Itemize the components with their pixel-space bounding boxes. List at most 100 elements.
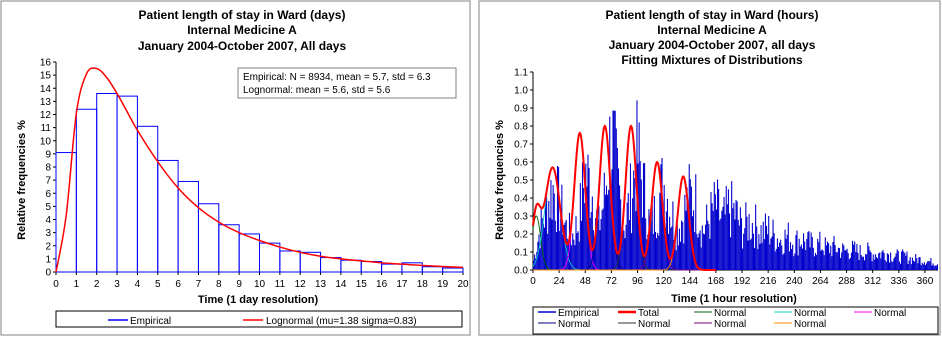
- right-empirical-bar: [604, 194, 606, 270]
- right-empirical-bar: [926, 263, 928, 270]
- left-y-tick-label: 0: [45, 268, 51, 279]
- right-y-tick-label: 0.1: [514, 248, 528, 259]
- right-empirical-bar: [602, 208, 604, 270]
- right-empirical-bar: [846, 248, 848, 270]
- right-empirical-bar: [694, 232, 696, 270]
- right-x-tick-label: 0: [530, 276, 536, 287]
- right-empirical-bar: [813, 256, 815, 270]
- right-empirical-bar: [542, 223, 544, 270]
- right-empirical-bar: [725, 186, 727, 270]
- right-empirical-bar: [590, 211, 592, 270]
- left-x-tick-label: 4: [135, 279, 141, 290]
- right-empirical-bar: [757, 248, 759, 270]
- right-empirical-bar: [748, 214, 750, 270]
- right-empirical-bar: [629, 163, 631, 270]
- right-empirical-bar: [761, 242, 763, 270]
- right-empirical-bar: [742, 248, 744, 270]
- right-empirical-bar: [682, 221, 684, 270]
- left-y-tick-label: 15: [40, 71, 52, 82]
- right-empirical-bar: [768, 215, 770, 270]
- right-empirical-bar: [803, 233, 805, 270]
- right-empirical-bar: [541, 218, 543, 270]
- left-y-tick-label: 13: [40, 97, 52, 108]
- right-empirical-bar: [726, 204, 728, 270]
- right-x-tick-label: 48: [580, 276, 592, 287]
- right-y-tick-label: 0.4: [514, 194, 528, 205]
- right-empirical-bar: [929, 261, 931, 270]
- right-empirical-bar: [583, 187, 585, 270]
- right-empirical-bar: [781, 245, 783, 270]
- right-empirical-bar: [722, 206, 724, 270]
- left-y-tick-label: 16: [40, 58, 52, 69]
- right-empirical-bar: [900, 251, 903, 270]
- right-empirical-bar: [607, 194, 609, 270]
- right-chart-title: Patient length of stay in Ward (hours): [606, 8, 819, 22]
- right-empirical-bar: [709, 238, 711, 270]
- right-empirical-bar: [575, 216, 577, 270]
- right-empirical-bar: [760, 225, 762, 270]
- right-empirical-bar: [930, 257, 932, 270]
- right-empirical-bar: [578, 241, 580, 270]
- left-y-axis-label: Relative frequencies %: [16, 120, 28, 240]
- right-empirical-bar: [792, 244, 794, 270]
- right-empirical-bar: [774, 251, 776, 270]
- right-empirical-bar: [924, 265, 927, 270]
- right-empirical-bar: [916, 258, 918, 270]
- right-empirical-bar: [805, 250, 807, 270]
- right-empirical-bar: [770, 238, 772, 270]
- right-empirical-bar: [866, 254, 868, 270]
- right-x-tick-label: 360: [917, 276, 934, 287]
- right-empirical-bar: [681, 220, 683, 270]
- right-chart-panel: Patient length of stay in Ward (hours) I…: [478, 0, 942, 337]
- right-empirical-bar: [649, 217, 651, 270]
- right-empirical-bar: [536, 251, 538, 270]
- right-empirical-bar: [749, 239, 751, 270]
- right-empirical-bar: [662, 216, 664, 270]
- right-empirical-bar: [798, 238, 800, 270]
- right-empirical-bar: [600, 219, 602, 270]
- right-empirical-bar: [577, 231, 579, 270]
- right-empirical-bar: [635, 211, 637, 270]
- right-legend-label-9: Normal: [794, 319, 826, 330]
- right-empirical-bar: [793, 256, 795, 270]
- right-empirical-bar: [758, 234, 760, 270]
- right-empirical-bar: [563, 224, 565, 270]
- right-empirical-bar: [810, 232, 812, 270]
- right-empirical-bar: [908, 260, 910, 270]
- right-empirical-bar: [550, 180, 552, 270]
- right-empirical-bar: [724, 214, 726, 270]
- right-empirical-bar: [647, 234, 649, 270]
- left-y-tick-label: 4: [45, 215, 51, 226]
- right-y-tick-label: 0.8: [514, 122, 528, 133]
- right-empirical-bar: [562, 234, 564, 270]
- right-empirical-bar: [625, 224, 627, 270]
- right-empirical-bar: [595, 217, 597, 270]
- left-x-tick-label: 19: [437, 279, 449, 290]
- right-empirical-bar: [685, 210, 687, 270]
- left-chart-subtitle-1: Internal Medicine A: [187, 23, 297, 37]
- right-empirical-bar: [622, 226, 624, 270]
- right-empirical-bar: [891, 261, 893, 270]
- right-empirical-bar: [877, 258, 879, 270]
- left-y-tick-label: 10: [40, 136, 52, 147]
- left-x-tick-label: 13: [315, 279, 327, 290]
- right-empirical-bar: [740, 218, 743, 270]
- left-x-tick-label: 20: [457, 279, 469, 290]
- right-empirical-bar: [884, 260, 886, 270]
- right-empirical-bar: [874, 254, 876, 270]
- right-empirical-bar: [627, 193, 629, 270]
- left-y-tick-label: 1: [45, 254, 51, 265]
- right-empirical-bar: [821, 249, 823, 270]
- right-empirical-bar: [624, 238, 626, 270]
- right-empirical-bar: [715, 209, 717, 270]
- right-empirical-bar: [657, 233, 659, 270]
- left-x-tick-label: 17: [396, 279, 408, 290]
- right-empirical-bar: [819, 231, 821, 270]
- right-empirical-bar: [782, 254, 784, 270]
- right-empirical-bar: [894, 256, 896, 270]
- right-empirical-bar: [702, 233, 704, 270]
- right-empirical-bar: [718, 188, 720, 270]
- right-y-tick-label: 0.5: [514, 176, 528, 187]
- right-empirical-bar: [549, 217, 551, 270]
- right-empirical-bar: [723, 196, 725, 270]
